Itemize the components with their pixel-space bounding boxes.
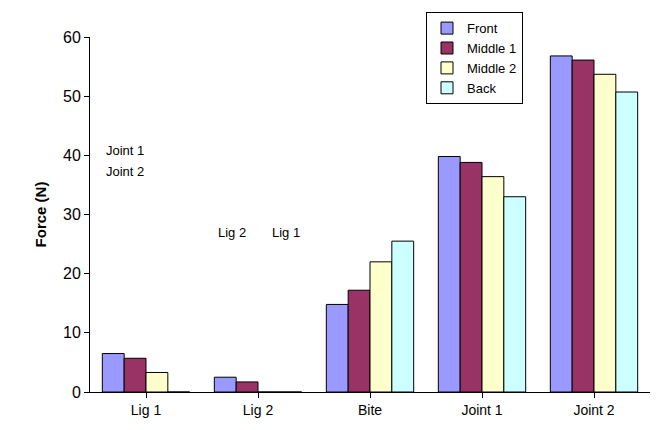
svg-text:Joint 2: Joint 2 [106, 164, 144, 179]
svg-text:Middle 2: Middle 2 [467, 61, 516, 76]
svg-text:60: 60 [63, 29, 81, 46]
svg-text:Lig 2: Lig 2 [218, 225, 246, 240]
svg-text:Middle 1: Middle 1 [467, 41, 516, 56]
svg-text:50: 50 [63, 88, 81, 105]
svg-text:Bite: Bite [358, 402, 382, 418]
svg-text:Front: Front [467, 21, 498, 36]
svg-text:Lig 1: Lig 1 [272, 225, 300, 240]
svg-text:40: 40 [63, 147, 81, 164]
svg-text:Joint 2: Joint 2 [573, 402, 614, 418]
svg-text:Lig 1: Lig 1 [131, 402, 162, 418]
svg-text:Joint 1: Joint 1 [106, 143, 144, 158]
svg-text:10: 10 [63, 324, 81, 341]
svg-text:Lig 2: Lig 2 [243, 402, 274, 418]
svg-text:Force (N): Force (N) [32, 182, 49, 248]
svg-text:Back: Back [467, 81, 496, 96]
svg-text:Joint 1: Joint 1 [461, 402, 502, 418]
svg-text:0: 0 [72, 384, 81, 401]
svg-text:30: 30 [63, 206, 81, 223]
svg-text:20: 20 [63, 265, 81, 282]
